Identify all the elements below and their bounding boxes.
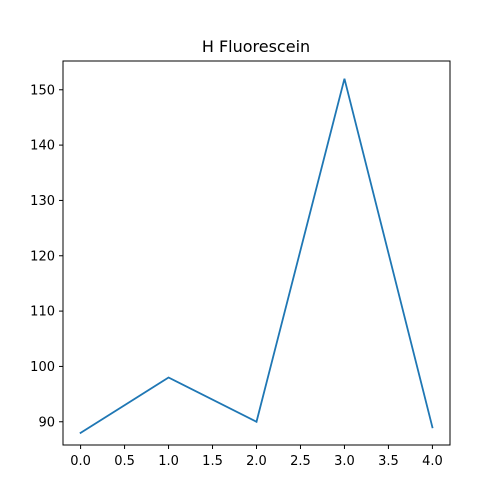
y-tick-label: 130 (30, 194, 55, 209)
x-tick-label: 0.0 (70, 454, 91, 469)
chart-title: H Fluorescein (202, 37, 310, 56)
x-tick-label: 2.5 (290, 454, 311, 469)
y-tick-label: 90 (38, 415, 55, 430)
x-tick-label: 2.0 (246, 454, 267, 469)
x-tick-label: 3.0 (334, 454, 355, 469)
y-tick-label: 140 (30, 139, 55, 154)
x-tick-label: 0.5 (114, 454, 135, 469)
x-tick-label: 1.5 (202, 454, 223, 469)
x-tick-label: 1.0 (158, 454, 179, 469)
y-tick-label: 100 (30, 360, 55, 375)
y-tick-label: 110 (30, 305, 55, 320)
y-tick-label: 150 (30, 83, 55, 98)
x-tick-label: 4.0 (422, 454, 443, 469)
x-tick-label: 3.5 (378, 454, 399, 469)
y-tick-label: 120 (30, 249, 55, 264)
